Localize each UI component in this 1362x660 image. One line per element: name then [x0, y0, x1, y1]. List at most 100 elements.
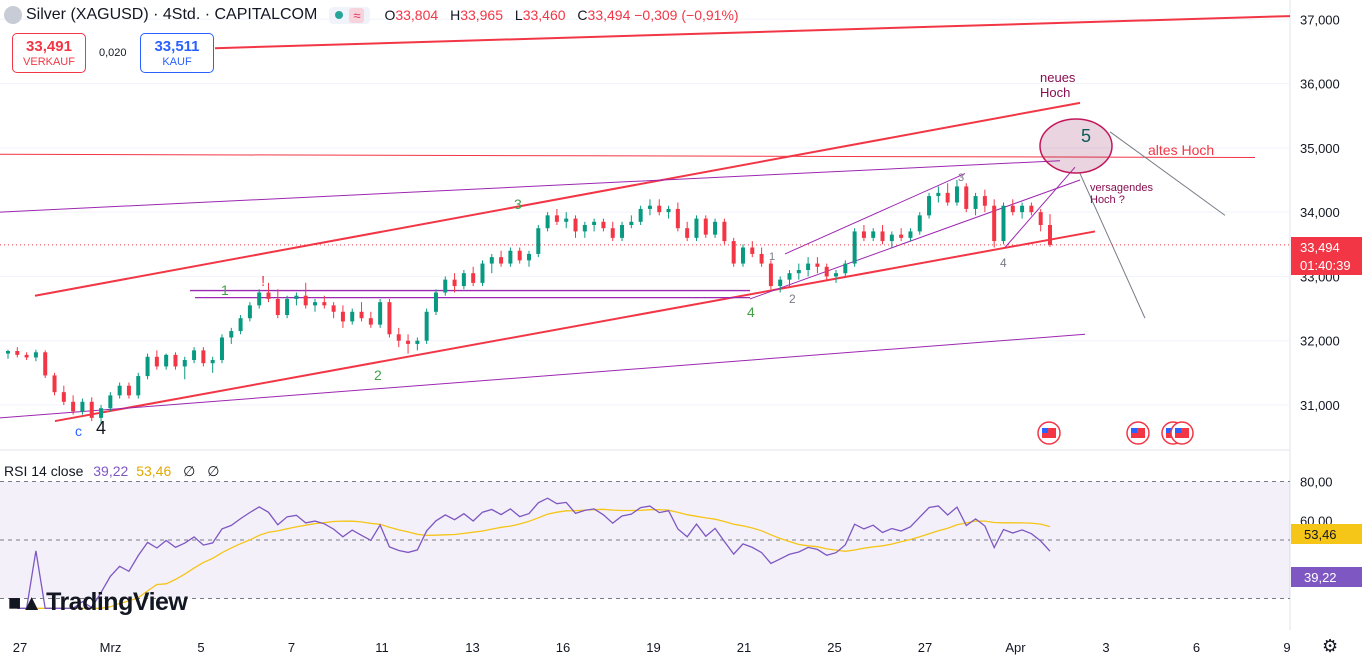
- candle-body: [424, 311, 429, 341]
- time-tick-label: 19: [646, 640, 660, 655]
- candle-body: [973, 196, 978, 209]
- candle-body: [24, 354, 29, 358]
- rsi-tag-label: 39,22: [1304, 570, 1337, 585]
- market-status-pill[interactable]: ≈: [329, 6, 371, 24]
- sell-button[interactable]: 33,491 VERKAUF: [12, 33, 86, 73]
- candle-body: [871, 231, 876, 238]
- time-tick-label: 6: [1193, 640, 1200, 655]
- candle-body: [638, 208, 643, 222]
- chart-header: Silver (XAGUSD) · 4Std. · CAPITALCOM ≈ O…: [0, 4, 747, 26]
- candle-body: [99, 408, 104, 418]
- new-high-ellipse: [1039, 118, 1113, 174]
- us-flag-canton: [1131, 428, 1137, 433]
- candle-body: [499, 257, 504, 264]
- tradingview-logo[interactable]: ■▲ TradingView: [8, 588, 188, 617]
- candle-body: [954, 186, 959, 203]
- rsi-null-1: ∅: [183, 463, 196, 479]
- time-tick-label: 13: [465, 640, 479, 655]
- candle-body: [852, 231, 857, 264]
- gear-icon[interactable]: ⚙: [1322, 636, 1339, 656]
- candle-body: [889, 234, 894, 242]
- rsi-tick-label: 80,00: [1300, 475, 1333, 490]
- candle-body: [359, 311, 364, 319]
- buy-price: 33,511: [154, 38, 200, 55]
- rsi-legend[interactable]: RSI 14 close 39,22 53,46 ∅ ∅: [4, 463, 219, 480]
- candle-body: [461, 273, 466, 287]
- candle-body: [592, 221, 597, 225]
- candle-body: [861, 231, 866, 238]
- wave-label-4-big: 4: [96, 418, 106, 438]
- projection-line-down: [1079, 173, 1146, 319]
- resistance-line: [0, 153, 1256, 158]
- time-tick-label: 11: [375, 640, 389, 655]
- candle-body: [620, 225, 625, 238]
- close-value: 33,494 −0,309 (−0,91%): [587, 7, 739, 23]
- candle-body: [787, 273, 792, 280]
- ohlc-readout: O33,804 H33,965 L33,460 C33,494 −0,309 (…: [384, 7, 746, 23]
- rsi-ma-tag: [1291, 524, 1362, 544]
- candle-body: [229, 331, 234, 338]
- rsi-label: RSI 14 close: [4, 463, 84, 479]
- time-tick-label: 16: [556, 640, 570, 655]
- candle-body: [266, 292, 271, 299]
- us-flag-stripes: [1131, 428, 1145, 438]
- candle-body: [936, 192, 941, 197]
- open-key: O: [384, 7, 396, 23]
- candle-body: [136, 376, 141, 396]
- candle-body: [52, 375, 57, 393]
- sub-wave-label-4: 4: [1000, 256, 1007, 270]
- candle-body: [378, 302, 383, 325]
- low-key: L: [514, 7, 523, 23]
- candle-body: [964, 186, 969, 209]
- wave-label-1: 1: [221, 282, 229, 298]
- candle-body: [582, 225, 587, 232]
- candle-body: [573, 218, 578, 232]
- candle-body: [275, 298, 280, 315]
- rsi-ma-value: 53,46: [136, 463, 172, 479]
- candle-body: [285, 298, 290, 315]
- annotation-neues: neues: [1040, 70, 1076, 85]
- candle-body: [257, 292, 262, 306]
- channel-line-lower: [0, 333, 1086, 419]
- annotation-hoch: Hoch: [1040, 85, 1070, 100]
- candle-body: [154, 356, 159, 367]
- candle-body: [899, 234, 904, 238]
- candle-body: [675, 208, 680, 229]
- candle-body: [182, 360, 187, 367]
- candle-body: [433, 292, 438, 312]
- price-tick-label: 35,000: [1300, 141, 1340, 156]
- price-tick-label: 31,000: [1300, 398, 1340, 413]
- candle-body: [740, 247, 745, 264]
- us-flag-canton: [1042, 428, 1048, 433]
- time-tick-label: Mrz: [100, 640, 122, 655]
- candle-body: [117, 385, 122, 396]
- candle-body: [722, 221, 727, 242]
- candle-body: [806, 263, 811, 270]
- time-tick-label: 27: [918, 640, 932, 655]
- buy-button[interactable]: 33,511 KAUF: [140, 33, 214, 73]
- candle-body: [210, 360, 215, 364]
- symbol-title[interactable]: Silver (XAGUSD) · 4Std. · CAPITALCOM: [26, 6, 318, 23]
- candle-body: [731, 241, 736, 264]
- candle-body: [666, 208, 671, 213]
- candle-body: [768, 263, 773, 287]
- candle-body: [415, 340, 420, 344]
- us-flag-canton: [1175, 428, 1181, 433]
- time-tick-label: 7: [288, 640, 295, 655]
- candle-body: [303, 295, 308, 306]
- candle-body: [396, 334, 401, 341]
- candle-body: [247, 305, 252, 319]
- buy-label: KAUF: [162, 56, 192, 68]
- candle-body: [713, 221, 718, 235]
- candle-body: [80, 401, 85, 412]
- candle-body: [527, 253, 531, 261]
- low-value: 33,460: [522, 7, 566, 23]
- candle-body: [1048, 225, 1052, 245]
- trend-line-upper: [214, 15, 1291, 50]
- candle-body: [517, 250, 522, 261]
- sub-wave-label-1: 1: [769, 251, 775, 263]
- candle-body: [340, 311, 345, 322]
- candle-body: [982, 196, 987, 206]
- candle-body: [108, 395, 113, 409]
